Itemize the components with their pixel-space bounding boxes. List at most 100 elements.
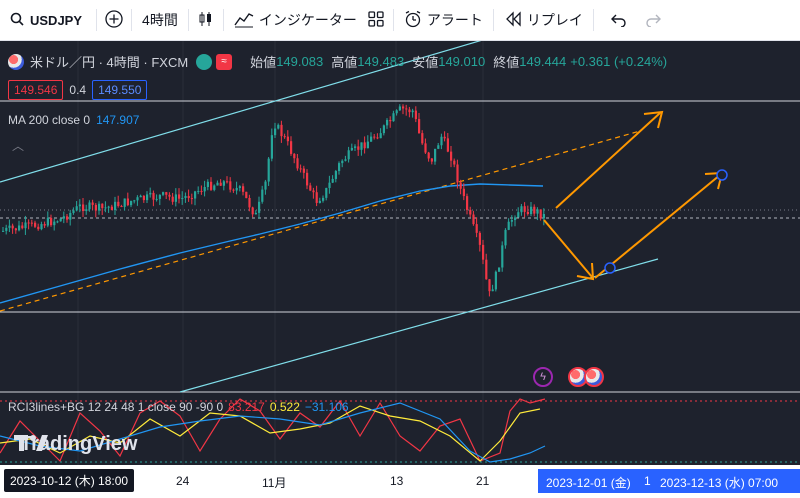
candle-body xyxy=(357,146,360,150)
candle-body xyxy=(443,136,446,139)
candle-body xyxy=(94,204,97,211)
candle-body xyxy=(21,225,24,229)
candle-body xyxy=(27,222,30,224)
lightning-event-icon[interactable]: ϟ xyxy=(533,367,553,387)
rci-long-value: −31.106 xyxy=(304,400,349,414)
candle-body xyxy=(184,195,187,198)
candle-body xyxy=(478,232,481,245)
scenario-arrows[interactable] xyxy=(543,110,724,281)
candle-body xyxy=(149,192,152,195)
time-cursor-label: 2023-10-12 (木) 18:00 xyxy=(4,469,135,492)
candle-body xyxy=(24,222,27,229)
candle-body xyxy=(450,151,453,161)
candle-body xyxy=(254,212,257,215)
candle-body xyxy=(539,209,542,219)
candle-body xyxy=(267,158,270,182)
rci-long-line xyxy=(0,402,546,463)
candle-body xyxy=(482,244,485,260)
candle-body xyxy=(5,227,8,231)
candle-body xyxy=(283,136,286,138)
channel-lower-line[interactable] xyxy=(179,258,659,393)
symbol-search[interactable]: USDJPY xyxy=(0,0,92,40)
candle-body xyxy=(514,217,517,221)
candle-body xyxy=(43,224,46,226)
tradingview-logo[interactable]: TradingView xyxy=(14,433,137,456)
market-open-icon[interactable] xyxy=(196,53,213,70)
candle-body xyxy=(139,195,142,198)
undo-button[interactable] xyxy=(606,0,632,40)
candle-body xyxy=(379,133,382,139)
rci-label: RCI3lines+BG 12 24 48 1 close 90 -90 0 xyxy=(8,400,224,414)
candle-body xyxy=(456,164,459,183)
candles-icon xyxy=(197,10,215,31)
candle-body xyxy=(312,190,315,193)
candle-body xyxy=(200,190,203,192)
candle-body xyxy=(411,110,414,113)
candle-body xyxy=(414,110,417,120)
chart-type-button[interactable] xyxy=(193,0,219,40)
candle-body xyxy=(446,138,449,152)
interval-label: 4時間 xyxy=(142,12,178,28)
candle-body xyxy=(197,190,200,192)
candle-body xyxy=(309,185,312,191)
alert-button[interactable]: アラート xyxy=(398,0,489,40)
candle-body xyxy=(322,197,325,201)
open-value: 149.083 xyxy=(276,54,324,69)
add-symbol-button[interactable] xyxy=(101,0,127,40)
candle-body xyxy=(331,178,334,183)
candle-body xyxy=(290,141,293,154)
wave-icon[interactable]: ≈ xyxy=(216,53,233,70)
candle-body xyxy=(494,271,497,290)
channel-upper-line[interactable] xyxy=(0,41,520,183)
candle-body xyxy=(389,119,392,122)
candle-body xyxy=(293,153,296,159)
interval-button[interactable]: 4時間 xyxy=(136,0,184,40)
alert-icon xyxy=(404,10,422,31)
templates-button[interactable] xyxy=(363,0,389,40)
candle-body xyxy=(325,188,328,198)
buy-button[interactable]: 149.550 xyxy=(92,80,148,100)
indicators-button[interactable]: インジケーター xyxy=(228,0,363,40)
change-value: +0.361 (+0.24%) xyxy=(570,54,668,69)
replay-icon xyxy=(504,10,522,30)
indicators-icon xyxy=(234,10,254,31)
candle-body xyxy=(98,203,101,211)
rci-pane xyxy=(0,398,800,463)
arrow-up-first xyxy=(555,112,661,209)
candle-body xyxy=(238,186,241,188)
candle-body xyxy=(18,225,21,231)
us-event-flag-icon[interactable] xyxy=(584,367,604,387)
candle-body xyxy=(206,181,209,188)
templates-icon xyxy=(367,10,385,31)
candle-body xyxy=(123,198,126,207)
toolbar-divider xyxy=(222,9,224,31)
candle-body xyxy=(350,147,353,151)
candle-body xyxy=(174,194,177,202)
arrow-anchor-point[interactable] xyxy=(716,169,728,181)
brand-name: TradingView xyxy=(20,433,138,455)
rci-short-line xyxy=(0,398,546,463)
arrow-anchor-point[interactable] xyxy=(604,262,616,274)
toolbar-divider xyxy=(392,9,394,31)
ma-legend[interactable]: MA 200 close 0 147.907 xyxy=(8,113,139,127)
chart-canvas[interactable] xyxy=(0,41,800,474)
rci-legend[interactable]: RCI3lines+BG 12 24 48 1 close 90 -90 0 8… xyxy=(8,400,349,414)
candle-body xyxy=(462,188,465,197)
collapse-legend-icon[interactable]: ︿ xyxy=(12,139,25,153)
candle-body xyxy=(475,224,478,233)
candle-body xyxy=(165,192,168,195)
candle-body xyxy=(14,228,17,231)
toolbar-divider xyxy=(131,9,133,31)
time-axis[interactable]: 2023-10-12 (木) 18:00 24 11月 13 21 2023-1… xyxy=(0,465,800,498)
redo-button[interactable] xyxy=(640,0,666,40)
candle-body xyxy=(533,206,536,214)
candle-body xyxy=(158,194,161,199)
candle-body xyxy=(418,119,421,134)
replay-button[interactable]: リプレイ xyxy=(498,0,589,40)
candle-body xyxy=(133,200,136,202)
chart-pane[interactable]: 米ドル／円 · 4時間 · FXCM ≈ 始値 149.083 高値 149.4… xyxy=(0,41,800,474)
sell-button[interactable]: 149.546 xyxy=(8,80,64,100)
low-label: 安値 xyxy=(412,55,439,70)
channel-mid-dashed-line[interactable] xyxy=(0,130,641,312)
open-label: 始値 xyxy=(250,55,277,70)
